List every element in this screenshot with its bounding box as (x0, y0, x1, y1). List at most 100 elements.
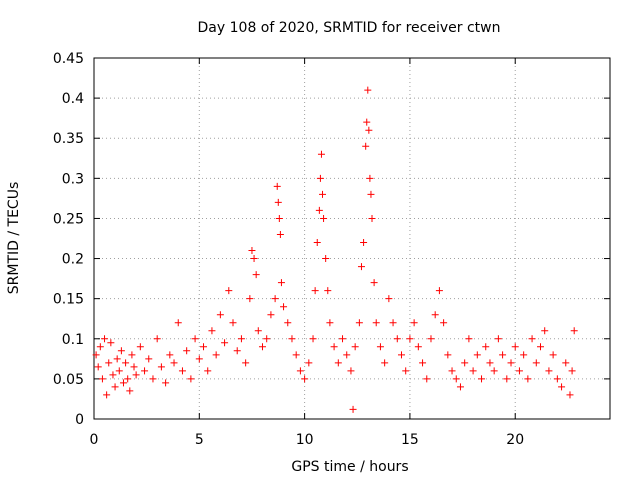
data-point (330, 343, 338, 351)
data-point (440, 319, 448, 327)
data-point (431, 311, 439, 319)
data-point (162, 379, 170, 387)
data-point (478, 375, 486, 383)
data-point (275, 214, 283, 222)
data-point (520, 351, 528, 359)
data-point (130, 363, 138, 371)
data-point (250, 255, 258, 263)
data-point (276, 230, 284, 238)
data-point (406, 335, 414, 343)
data-point (292, 351, 300, 359)
data-point (187, 375, 195, 383)
data-point (101, 335, 109, 343)
data-point (427, 335, 435, 343)
data-point (362, 142, 370, 150)
data-point (385, 295, 393, 303)
x-tick-label: 5 (195, 432, 204, 448)
data-point (311, 287, 319, 295)
data-point (195, 355, 203, 363)
x-axis-title: GPS time / hours (291, 459, 408, 475)
data-point (229, 319, 237, 327)
chart-title: Day 108 of 2020, SRMTID for receiver ctw… (198, 20, 501, 36)
data-point (397, 351, 405, 359)
data-point (315, 206, 323, 214)
data-point (212, 351, 220, 359)
data-point (305, 359, 313, 367)
data-point (316, 174, 324, 182)
data-point (233, 347, 241, 355)
data-point (503, 375, 511, 383)
data-point (355, 319, 363, 327)
data-point (191, 335, 199, 343)
y-tick-label: 0.35 (53, 131, 84, 147)
data-point (507, 359, 515, 367)
data-point (117, 347, 125, 355)
data-point (277, 279, 285, 287)
data-point (570, 327, 578, 335)
data-point (515, 367, 523, 375)
data-point (242, 359, 250, 367)
data-point (200, 343, 208, 351)
data-point (343, 351, 351, 359)
data-point (103, 391, 111, 399)
data-point (326, 319, 334, 327)
plot-frame (93, 57, 611, 420)
data-point (126, 387, 134, 395)
data-point (263, 335, 271, 343)
data-point (280, 303, 288, 311)
data-point (94, 363, 102, 371)
data-point (149, 375, 157, 383)
data-point (381, 359, 389, 367)
data-point (444, 351, 452, 359)
data-point (322, 255, 330, 263)
data-point (122, 359, 130, 367)
data-point (284, 319, 292, 327)
data-point (494, 335, 502, 343)
data-point (410, 319, 418, 327)
data-point (96, 343, 104, 351)
data-point (92, 351, 100, 359)
data-point (402, 367, 410, 375)
data-point (174, 319, 182, 327)
data-point (490, 367, 498, 375)
data-point (157, 363, 165, 371)
data-point (553, 375, 561, 383)
data-point (115, 367, 123, 375)
data-point (334, 359, 342, 367)
data-point (107, 339, 115, 347)
data-point (317, 150, 325, 158)
data-point (136, 343, 144, 351)
data-point (347, 367, 355, 375)
data-point (360, 239, 368, 247)
data-point (170, 359, 178, 367)
data-point (339, 335, 347, 343)
data-point (414, 343, 422, 351)
data-point (370, 279, 378, 287)
data-point (124, 375, 132, 383)
data-point (288, 335, 296, 343)
data-point (452, 375, 460, 383)
data-point (549, 351, 557, 359)
x-tick-label: 15 (401, 432, 419, 448)
data-point (351, 343, 359, 351)
data-point (419, 359, 427, 367)
data-point (435, 287, 443, 295)
data-point (98, 375, 106, 383)
data-point (558, 383, 566, 391)
data-point (132, 371, 140, 379)
data-point (309, 335, 317, 343)
data-point (566, 391, 574, 399)
data-point (448, 367, 456, 375)
data-point (183, 347, 191, 355)
data-point (113, 355, 121, 363)
data-point (465, 335, 473, 343)
data-point (456, 383, 464, 391)
data-point (545, 367, 553, 375)
data-point (204, 367, 212, 375)
data-point (166, 351, 174, 359)
data-point (357, 263, 365, 271)
data-point (320, 214, 328, 222)
data-point (105, 359, 113, 367)
data-point (532, 359, 540, 367)
